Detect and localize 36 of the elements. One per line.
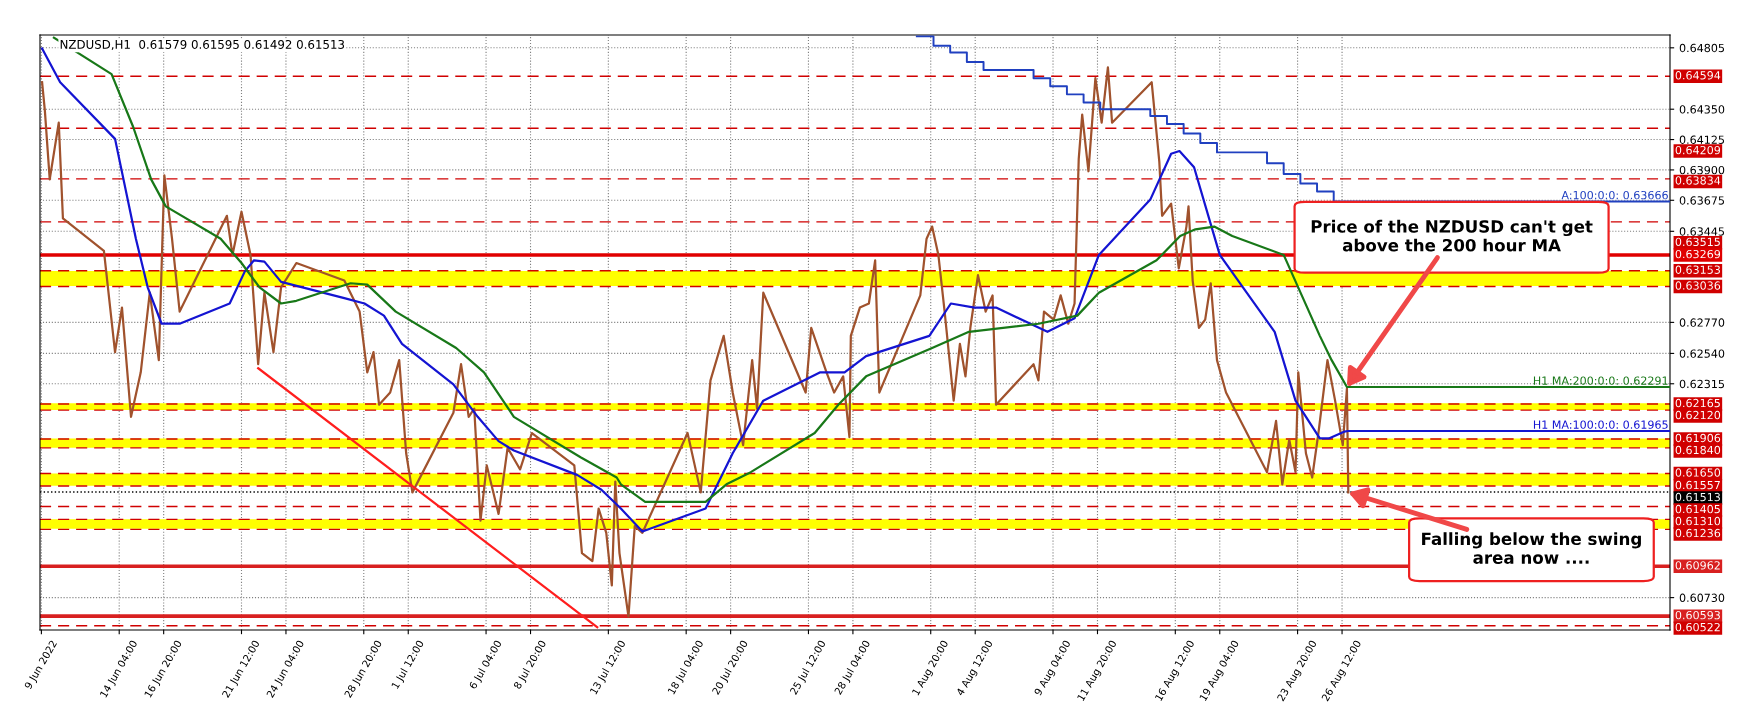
- y-tick-label: 0.64805: [1679, 43, 1724, 53]
- ref-line-label: 0.64594: [1675, 71, 1721, 80]
- y-tick-label: 0.64350: [1679, 105, 1725, 114]
- ref-line-label: 0.61557: [1675, 480, 1720, 490]
- y-tick-label: 0.63900: [1679, 165, 1725, 175]
- series-label: A:100:0:0: 0.63666: [1561, 190, 1668, 200]
- y-tick-label: 0.64125: [1679, 135, 1724, 144]
- y-tick-label: 0.63675: [1679, 196, 1724, 205]
- ref-line-label: 0.61650: [1675, 468, 1721, 477]
- ref-line-label: 0.60522: [1675, 622, 1720, 632]
- ref-line-label: 0.62165: [1675, 398, 1720, 408]
- y-tick-label: 0.62770: [1679, 318, 1725, 327]
- ref-line-label: 0.61513: [1675, 492, 1720, 502]
- ref-line-label: 0.63153: [1675, 265, 1720, 274]
- ref-line-label: 0.63515: [1675, 237, 1720, 247]
- ref-line-label: 0.61310: [1675, 516, 1721, 526]
- series-label: H1 MA:100:0:0: 0.61965: [1533, 420, 1668, 429]
- y-tick-label: 0.63445: [1679, 227, 1724, 236]
- ref-line-label: 0.63834: [1675, 176, 1721, 185]
- ref-line-label: 0.60593: [1675, 610, 1720, 620]
- ref-line-label: 0.63036: [1675, 281, 1721, 290]
- y-tick-label: 0.62540: [1679, 349, 1725, 358]
- ref-line-label: 0.61236: [1675, 528, 1721, 538]
- ref-line-label: 0.61840: [1675, 445, 1721, 455]
- ref-line-label: 0.60962: [1675, 561, 1720, 570]
- ref-line-label: 0.64209: [1675, 145, 1721, 155]
- ref-line-label: 0.61906: [1675, 433, 1721, 443]
- ref-line-label: 0.61405: [1675, 504, 1720, 514]
- ref-line-label: 0.63269: [1675, 249, 1721, 259]
- y-tick-label: 0.60730: [1679, 593, 1725, 602]
- y-tick-label: 0.62315: [1679, 379, 1724, 389]
- annotation: Price of the NZDUSD can't get above the 200 hour MA: [1311, 219, 1593, 252]
- ref-line-label: 0.62120: [1675, 410, 1721, 420]
- chart-title: NZDUSD,H1 0.61579 0.61595 0.61492 0.61513: [60, 39, 345, 51]
- series-label: H1 MA:200:0:0: 0.62291: [1533, 376, 1668, 385]
- annotation: Falling below the swing area now ....: [1422, 532, 1641, 564]
